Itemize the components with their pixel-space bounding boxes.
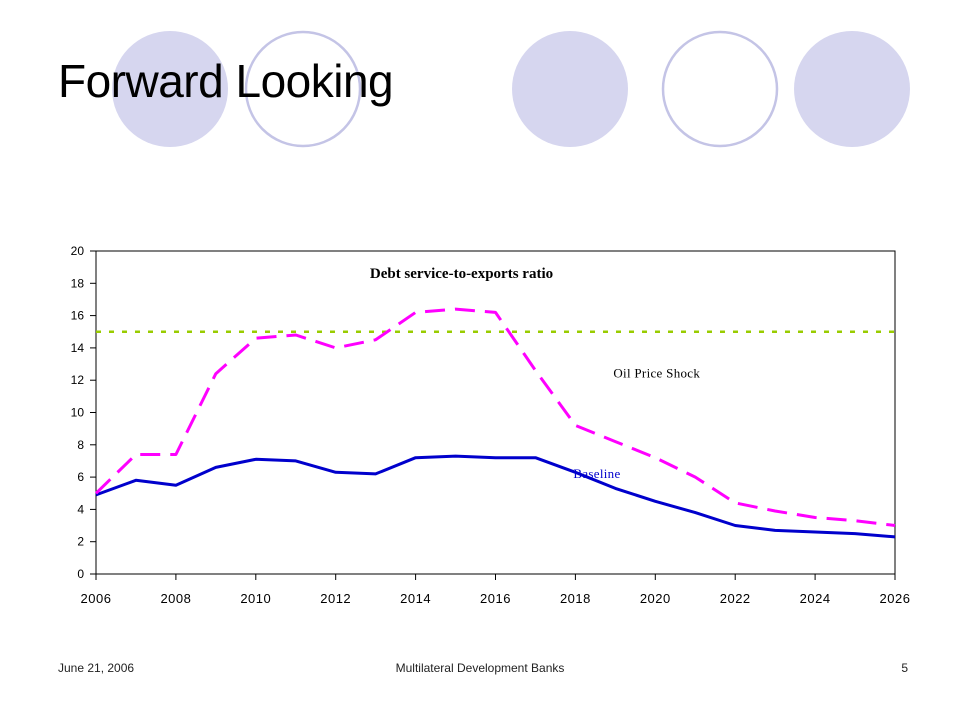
chart-title: Debt service-to-exports ratio — [370, 266, 553, 282]
slide-title: Forward Looking — [58, 55, 394, 107]
footer-date: June 21, 2006 — [58, 661, 135, 675]
decor-circle-filled — [794, 31, 910, 147]
y-tick-label: 14 — [71, 341, 85, 355]
x-tick-label: 2026 — [880, 591, 911, 606]
y-tick-label: 4 — [77, 502, 84, 516]
plot-area — [95, 250, 896, 575]
x-tick-label: 2014 — [400, 591, 431, 606]
x-tick-label: 2020 — [640, 591, 671, 606]
y-tick-label: 0 — [77, 567, 84, 581]
x-tick-label: 2010 — [240, 591, 271, 606]
x-tick-label: 2018 — [560, 591, 591, 606]
decorative-circles — [112, 30, 910, 148]
decor-circle-filled — [112, 31, 228, 147]
x-tick-label: 2016 — [480, 591, 511, 606]
decor-circle-ring — [244, 30, 362, 148]
y-tick-label: 2 — [77, 535, 84, 549]
y-tick-label: 8 — [77, 438, 84, 452]
x-tick-label: 2012 — [320, 591, 351, 606]
y-tick-label: 12 — [71, 373, 85, 387]
series-line-baseline — [95, 454, 896, 539]
decor-circle-ring — [661, 30, 779, 148]
y-tick-label: 20 — [71, 244, 85, 258]
series-annotation: Oil Price Shock — [613, 366, 700, 381]
x-tick-label: 2006 — [81, 591, 112, 606]
footer-page-number: 5 — [901, 661, 908, 675]
y-tick-label: 16 — [71, 309, 85, 323]
y-tick-label: 10 — [71, 406, 85, 420]
footer-presentation-title: Multilateral Development Banks — [395, 661, 565, 675]
decor-circle-filled — [512, 31, 628, 147]
y-tick-label: 6 — [77, 470, 84, 484]
x-tick-label: 2024 — [800, 591, 831, 606]
series-annotation: Baseline — [573, 466, 620, 481]
x-tick-label: 2008 — [160, 591, 191, 606]
x-tick-label: 2022 — [720, 591, 751, 606]
series-line-oil-price-shock — [94, 307, 896, 527]
y-tick-label: 18 — [71, 276, 85, 290]
